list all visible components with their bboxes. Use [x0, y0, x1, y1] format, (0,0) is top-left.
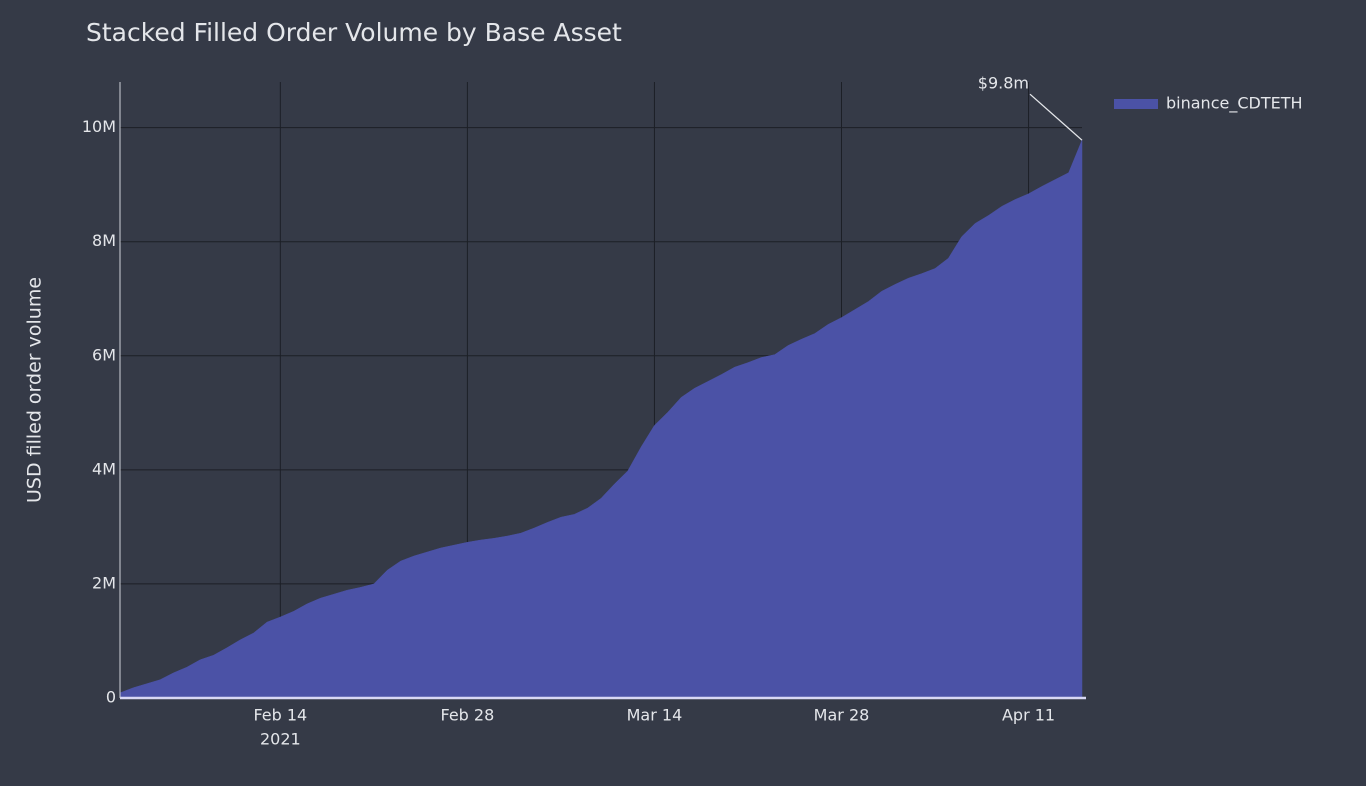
annotation: $9.8m [978, 74, 1029, 93]
x-tick-label: Mar 28 [814, 706, 870, 725]
x-tick-label: Feb 28 [440, 706, 494, 725]
y-tick-label: 0 [106, 688, 116, 707]
legend-label: binance_CDTETH [1166, 94, 1303, 114]
y-tick-label: 6M [92, 345, 116, 364]
x-tick-label: Apr 11 [1002, 706, 1055, 725]
legend-swatch [1114, 99, 1158, 109]
chart-title: Stacked Filled Order Volume by Base Asse… [86, 18, 622, 47]
y-tick-label: 2M [92, 573, 116, 592]
y-axis-label: USD filled order volume [24, 277, 46, 503]
area [119, 140, 1083, 699]
y-tick-label: 10M [82, 117, 116, 136]
y-tick-label: 4M [92, 459, 116, 478]
y-tick-label: 8M [92, 231, 116, 250]
annotation-arrow [1029, 93, 1083, 141]
x-tick-label: Feb 14 [253, 706, 307, 725]
x-year-label: 2021 [260, 730, 301, 749]
x-tick-label: Mar 14 [627, 706, 683, 725]
